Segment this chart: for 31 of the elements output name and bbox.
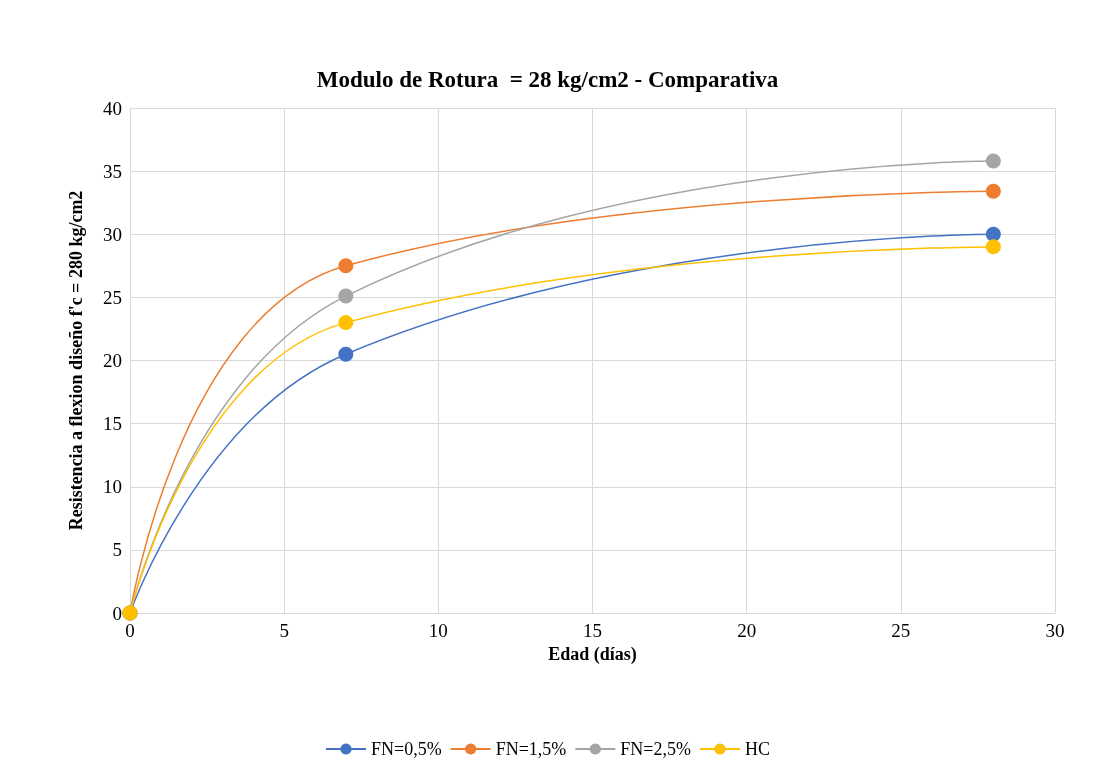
y-tick-label: 0: [112, 602, 122, 624]
point: [985, 183, 1001, 199]
legend-label: FN=1,5%: [495, 739, 567, 759]
y-axis-title: Resistencia a flexion diseño f'c = 280 kg/cm2: [66, 190, 86, 531]
point: [338, 288, 354, 304]
y-tick-label: 10: [103, 476, 122, 498]
x-tick-label: 25: [891, 620, 911, 641]
x-tick-label: 5: [279, 620, 289, 641]
point: [985, 226, 1001, 242]
y-tick-label: 20: [103, 350, 122, 371]
x-tick-label: 30: [1045, 620, 1065, 641]
x-axis-title: Edad (días): [548, 643, 637, 665]
legend-label: HC: [744, 739, 770, 759]
chart-title: Modulo de Rotura = 28 kg/cm2 - Comparativa: [316, 67, 779, 92]
point: [985, 153, 1001, 169]
y-tick-label: 25: [103, 286, 122, 308]
legend-label: FN=2,5%: [620, 739, 691, 759]
x-tick-label: 0: [125, 620, 135, 641]
y-tick-label: 35: [103, 160, 122, 182]
point: [338, 346, 354, 362]
x-tick-label: 10: [428, 620, 448, 641]
point: [338, 258, 354, 274]
x-tick-label: 15: [583, 620, 602, 641]
y-tick-label: 30: [103, 223, 122, 245]
y-tick-label: 40: [103, 97, 122, 119]
x-tick-label: 20: [737, 620, 757, 641]
point: [985, 239, 1001, 255]
y-tick-label: 15: [103, 413, 122, 435]
y-tick-label: 5: [112, 539, 122, 561]
legend-label: FN=0,5%: [371, 739, 442, 759]
point: [338, 315, 354, 331]
